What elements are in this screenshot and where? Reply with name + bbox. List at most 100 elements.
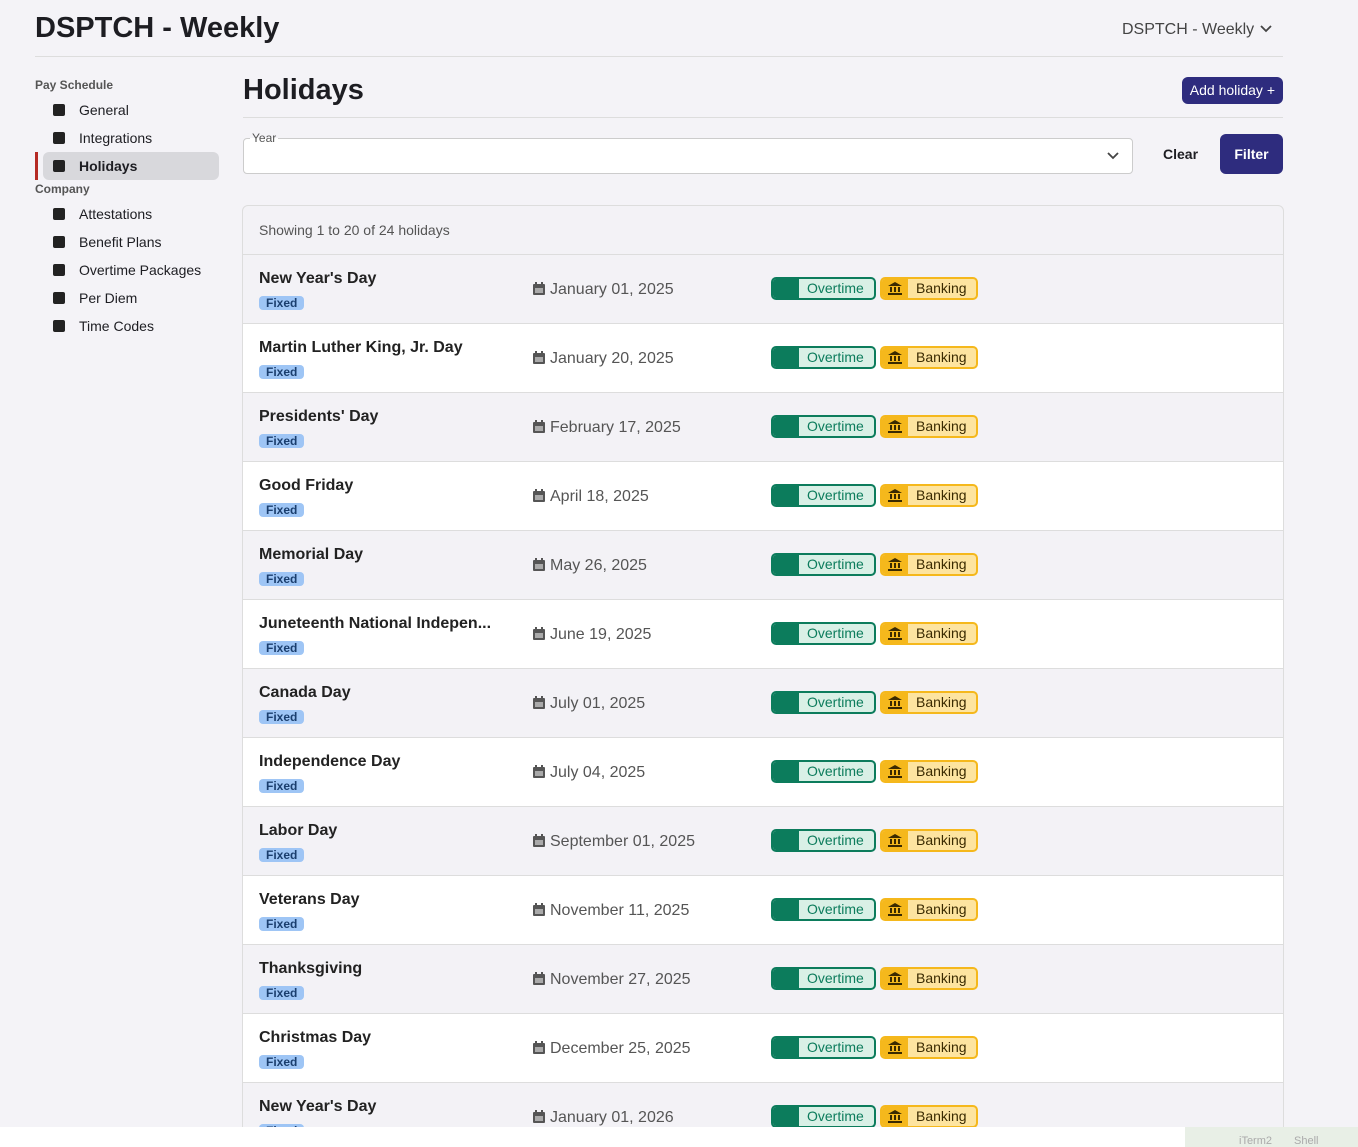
nav-icon bbox=[53, 264, 65, 276]
date-text: July 01, 2025 bbox=[550, 695, 646, 712]
filter-button[interactable]: Filter bbox=[1220, 134, 1283, 174]
holiday-date: January 20, 2025 bbox=[533, 350, 674, 368]
holiday-row[interactable]: Christmas Day Fixed December 25, 2025 Overt… bbox=[243, 1014, 1283, 1083]
date-text: December 25, 2025 bbox=[550, 1040, 691, 1057]
calendar-icon bbox=[533, 627, 545, 640]
banking-badge: Banking bbox=[880, 691, 978, 714]
bank-icon bbox=[888, 903, 902, 916]
holiday-date: November 11, 2025 bbox=[533, 902, 689, 920]
holiday-date: April 18, 2025 bbox=[533, 488, 649, 506]
nav-item[interactable]: Time Codes bbox=[43, 312, 219, 340]
holiday-row[interactable]: Memorial Day Fixed May 26, 2025 Overtime Ban… bbox=[243, 531, 1283, 600]
banking-badge: Banking bbox=[880, 829, 978, 852]
divider bbox=[243, 117, 1283, 118]
bank-icon bbox=[888, 765, 902, 778]
holiday-date: September 01, 2025 bbox=[533, 833, 695, 851]
calendar-icon bbox=[533, 282, 545, 295]
overtime-badge: Overtime bbox=[771, 346, 876, 369]
overtime-badge: Overtime bbox=[771, 553, 876, 576]
bank-icon bbox=[888, 351, 902, 364]
nav-item[interactable]: Holidays bbox=[35, 152, 219, 180]
banking-badge: Banking bbox=[880, 967, 978, 990]
holiday-row[interactable]: Canada Day Fixed July 01, 2025 Overtime Bank… bbox=[243, 669, 1283, 738]
schedule-select[interactable]: DSPTCH - Weekly bbox=[1122, 21, 1273, 39]
holiday-tag: Fixed bbox=[259, 434, 305, 448]
nav-label: Per Diem bbox=[79, 290, 138, 306]
overtime-badge: Overtime bbox=[771, 898, 876, 921]
nav-icon bbox=[53, 104, 65, 116]
overtime-badge: Overtime bbox=[771, 967, 876, 990]
holiday-date: July 01, 2025 bbox=[533, 695, 645, 713]
holiday-row[interactable]: New Year's Day Fixed January 01, 2026 Overt… bbox=[243, 1083, 1283, 1127]
banking-text: Banking bbox=[916, 763, 967, 779]
calendar-icon bbox=[533, 834, 545, 847]
calendar-icon bbox=[533, 903, 545, 916]
holiday-name: Canada Day bbox=[259, 684, 351, 701]
holiday-row[interactable]: Independence Day Fixed July 04, 2025 Overti… bbox=[243, 738, 1283, 807]
nav-item[interactable]: Attestations bbox=[43, 200, 219, 228]
banking-text: Banking bbox=[916, 556, 967, 572]
year-label: Year bbox=[250, 131, 279, 145]
nav-label: Attestations bbox=[79, 206, 153, 222]
banking-text: Banking bbox=[916, 1108, 967, 1124]
date-text: September 01, 2025 bbox=[550, 833, 695, 850]
holiday-row[interactable]: Thanksgiving Fixed November 27, 2025 Overti… bbox=[243, 945, 1283, 1014]
nav-item[interactable]: Benefit Plans bbox=[43, 228, 219, 256]
bank-icon bbox=[888, 558, 902, 571]
nav-item[interactable]: Per Diem bbox=[43, 284, 219, 312]
schedule-select-text: DSPTCH - Weekly bbox=[1122, 21, 1255, 38]
calendar-icon bbox=[533, 558, 545, 571]
bank-icon bbox=[888, 420, 902, 433]
holiday-row[interactable]: Juneteenth National Indepen... Fixed June … bbox=[243, 600, 1283, 669]
chevron bbox=[1107, 152, 1119, 160]
holiday-tag: Fixed bbox=[259, 986, 305, 1000]
holiday-row[interactable]: Presidents' Day Fixed February 17, 2025 Ove… bbox=[243, 393, 1283, 462]
holiday-tag: Fixed bbox=[259, 503, 305, 517]
holiday-name: Veterans Day bbox=[259, 891, 360, 908]
bank-icon bbox=[888, 627, 902, 640]
divider bbox=[35, 56, 1283, 57]
holiday-date: January 01, 2026 bbox=[533, 1109, 674, 1127]
holiday-row[interactable]: Good Friday Fixed April 18, 2025 Overtime Ba… bbox=[243, 462, 1283, 531]
calendar-icon bbox=[533, 696, 545, 709]
year-select[interactable]: Year bbox=[243, 131, 1133, 174]
banking-badge: Banking bbox=[880, 1036, 978, 1059]
holiday-date: February 17, 2025 bbox=[533, 419, 681, 437]
holiday-row[interactable]: Veterans Day Fixed November 11, 2025 Overti… bbox=[243, 876, 1283, 945]
overtime-badge: Overtime bbox=[771, 760, 876, 783]
date-text: April 18, 2025 bbox=[550, 488, 649, 505]
nav-label: Time Codes bbox=[79, 318, 154, 334]
bank-icon bbox=[888, 1110, 902, 1123]
page-title: Holidays bbox=[243, 74, 364, 106]
nav-icon bbox=[53, 208, 65, 220]
holiday-name: Juneteenth National Indepen... bbox=[259, 615, 492, 632]
nav-item[interactable]: Overtime Packages bbox=[43, 256, 219, 284]
app-title: DSPTCH - Weekly bbox=[35, 12, 280, 44]
holiday-name: Labor Day bbox=[259, 822, 338, 839]
banking-text: Banking bbox=[916, 901, 967, 917]
clear-button[interactable]: Clear bbox=[1163, 146, 1199, 162]
holiday-name: Independence Day bbox=[259, 753, 401, 770]
bank-icon bbox=[888, 834, 902, 847]
nav-icon bbox=[53, 320, 65, 332]
holiday-row[interactable]: Martin Luther King, Jr. Day Fixed January … bbox=[243, 324, 1283, 393]
holiday-date: November 27, 2025 bbox=[533, 971, 691, 989]
banking-badge: Banking bbox=[880, 760, 978, 783]
holiday-row[interactable]: Labor Day Fixed September 01, 2025 Overtime… bbox=[243, 807, 1283, 876]
holiday-name: Martin Luther King, Jr. Day bbox=[259, 339, 463, 356]
bank-icon bbox=[888, 972, 902, 985]
nav-item[interactable]: General bbox=[43, 96, 219, 124]
bank-icon bbox=[888, 696, 902, 709]
add-button[interactable]: Add holiday + bbox=[1181, 77, 1283, 104]
holiday-tag: Fixed bbox=[259, 917, 305, 931]
overtime-badge: Overtime bbox=[771, 1105, 876, 1127]
banking-text: Banking bbox=[916, 349, 967, 365]
dock-item: Shell bbox=[1294, 1135, 1319, 1147]
holiday-tag: Fixed bbox=[259, 710, 305, 724]
date-text: May 26, 2025 bbox=[550, 557, 647, 574]
nav-item[interactable]: Integrations bbox=[43, 124, 219, 152]
holiday-date: June 19, 2025 bbox=[533, 626, 651, 644]
holiday-row[interactable]: New Year's Day Fixed January 01, 2025 Overt… bbox=[243, 255, 1283, 324]
nav-label: Holidays bbox=[79, 158, 138, 174]
